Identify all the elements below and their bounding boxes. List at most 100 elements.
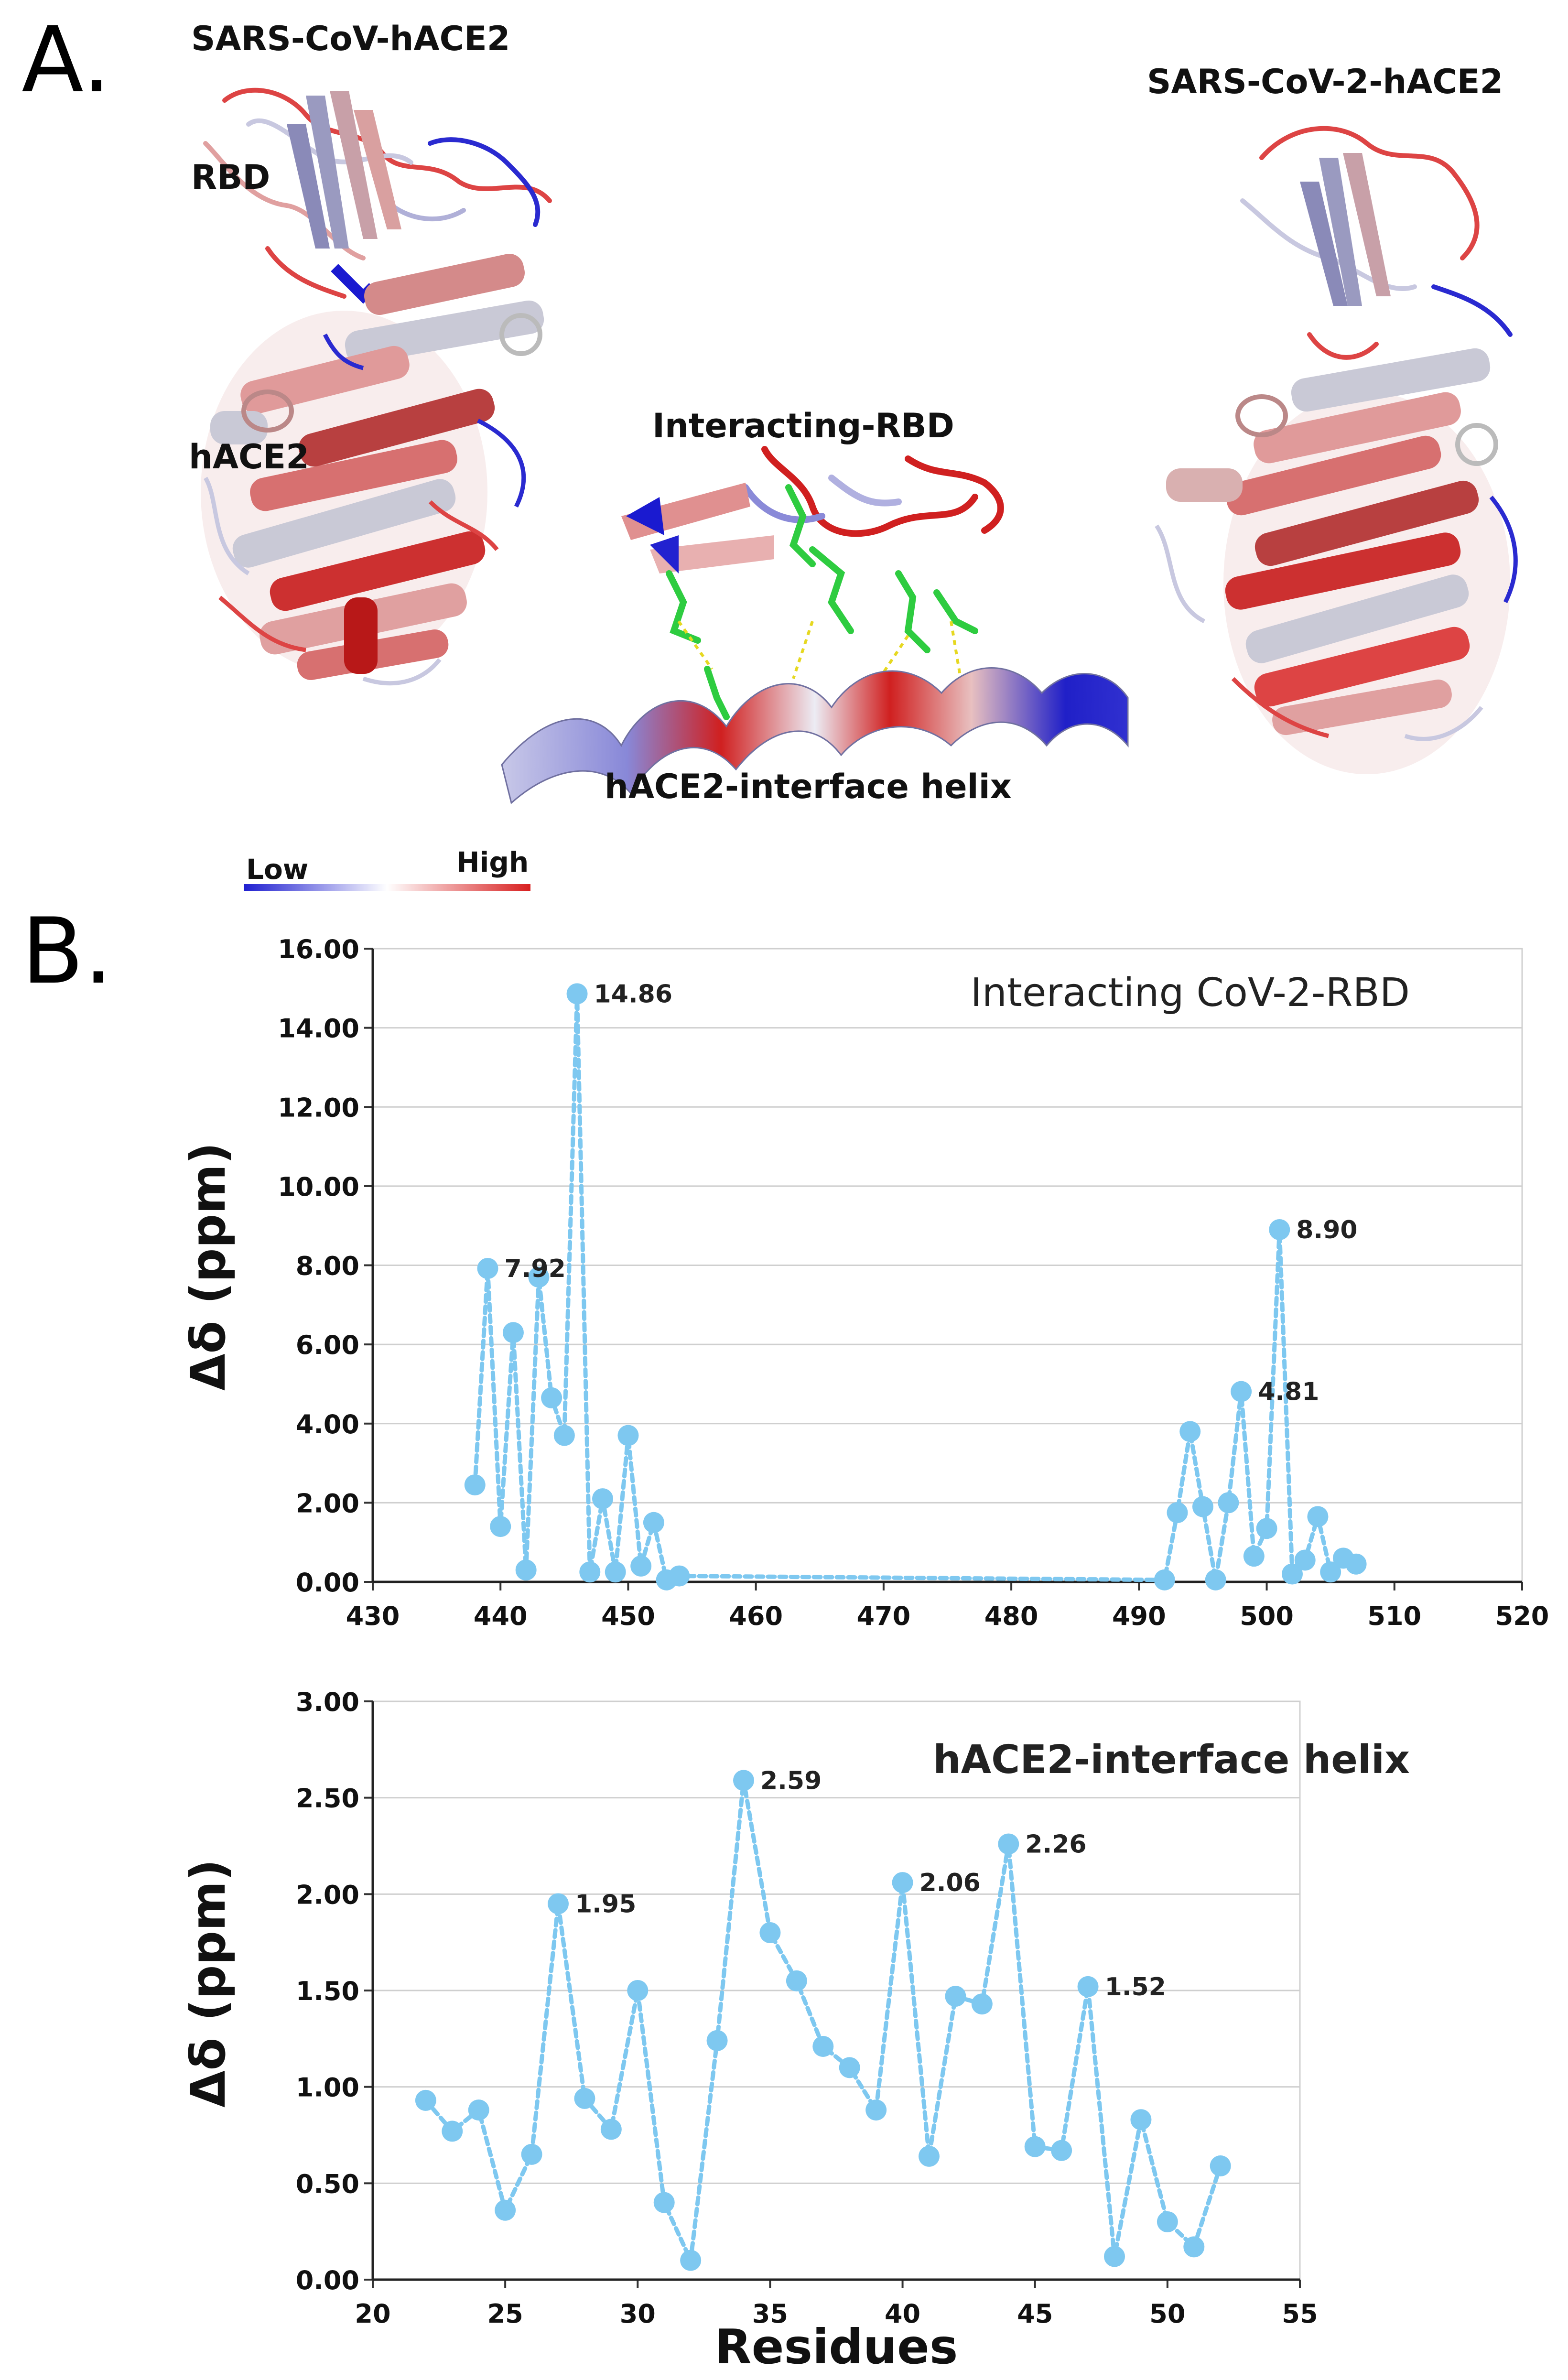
chart2-data-label: 1.52 [1105, 1973, 1166, 2001]
chart1-x-tick-label: 490 [1112, 1601, 1166, 1631]
chart1-x-tick-label: 440 [474, 1601, 528, 1631]
chart1-data-point [1192, 1496, 1213, 1517]
interface-helix-label: hACE2-interface helix [605, 767, 1012, 806]
chart1-x-tick-label: 500 [1240, 1601, 1294, 1631]
chart2-y-tick-label: 2.00 [296, 1880, 359, 1910]
chart1-data-point [1282, 1563, 1303, 1585]
chart2-data-point [971, 1993, 993, 2015]
chart1-data-point [515, 1559, 537, 1581]
interacting-rbd-label: Interacting-RBD [652, 406, 954, 445]
chart1-x-tick-label: 460 [729, 1601, 783, 1631]
chart2-data-point [1130, 2109, 1152, 2131]
chart1-data-point [566, 983, 588, 1005]
scale-high-label: High [456, 846, 529, 878]
right-complex-title: SARS-CoV-2-hACE2 [1147, 62, 1503, 101]
chart2-data-point [442, 2120, 463, 2142]
chart2-y-tick-label: 2.50 [296, 1784, 359, 1814]
chart2-data-point [839, 2057, 860, 2078]
panel-b-letter: B. [22, 898, 113, 1004]
chart2-data-point [548, 1893, 569, 1915]
chart1-data-point [1256, 1518, 1277, 1539]
chart1-data-point [1179, 1421, 1201, 1442]
chart1-data-label: 7.92 [505, 1255, 566, 1283]
chart2-x-tick-label: 30 [620, 2299, 656, 2329]
chart2-x-tick-label: 35 [752, 2299, 788, 2329]
chart1-data-point [669, 1565, 690, 1587]
chart2-x-tick-label: 25 [487, 2299, 523, 2329]
chart2-data-point [1051, 2140, 1072, 2161]
chart1-y-tick-label: 14.00 [278, 1014, 359, 1044]
chart2-data-label: 2.26 [1025, 1830, 1086, 1859]
chart1-chart-title: Interacting CoV-2-RBD [971, 970, 1410, 1016]
chart1-data-point [1345, 1553, 1367, 1575]
chart1-y-tick-label: 12.00 [278, 1093, 359, 1123]
color-scale-bar [244, 884, 530, 891]
interface-helix-ribbon [501, 667, 1129, 804]
chart1-y-tick-label: 6.00 [296, 1330, 359, 1360]
chart1-data-point [1294, 1549, 1316, 1571]
chart1-y-tick-label: 0.00 [296, 1568, 359, 1598]
chart2-data-label: 2.06 [919, 1869, 981, 1897]
chart2-data-point [733, 1770, 754, 1791]
rbd-label: RBD [191, 158, 270, 197]
chart2-data-point [680, 2250, 702, 2271]
chart2-data-label: 2.59 [760, 1766, 822, 1795]
chart2-data-point [600, 2119, 622, 2140]
chart2-data-point [627, 1980, 649, 2001]
chart2-data-point [1077, 1976, 1099, 1997]
chart2-data-point [1157, 2211, 1178, 2232]
chart2-data-label: 1.95 [575, 1890, 636, 1919]
chart2-y-tick-label: 1.50 [296, 1976, 359, 2006]
left-complex-structure [201, 87, 552, 686]
chart1-y-tick-label: 4.00 [296, 1409, 359, 1439]
chart1-data-point [592, 1488, 613, 1510]
chart1-data-point [528, 1266, 550, 1288]
chart1-y-tick-label: 10.00 [278, 1172, 359, 1202]
chart2-x-tick-label: 20 [355, 2299, 390, 2329]
chart2-data-point [865, 2099, 887, 2121]
chart1-data-point [1243, 1546, 1265, 1567]
protein-structures-figure [201, 87, 1518, 891]
chart1-data-point [630, 1555, 652, 1577]
chart2-data-point [945, 1986, 966, 2007]
chart1-y-tick-label: 16.00 [278, 934, 359, 964]
chart2-x-tick-label: 40 [885, 2299, 920, 2329]
chart2-data-point [1183, 2236, 1205, 2258]
chart1-data-label: 8.90 [1296, 1216, 1357, 1244]
chart1-data-point [490, 1516, 511, 1537]
chart2-data-point [521, 2143, 542, 2165]
chart2-data-point [495, 2199, 516, 2221]
chart1-data-point [1218, 1492, 1239, 1514]
chart1-data-point [541, 1387, 562, 1408]
chart2-data-point [919, 2145, 940, 2167]
chart1-data-point [643, 1512, 664, 1533]
chart1-x-tick-label: 470 [857, 1601, 911, 1631]
chart1-data-point [553, 1425, 575, 1446]
chart1-x-tick-label: 430 [346, 1601, 400, 1631]
chart1-y-tick-label: 2.00 [296, 1488, 359, 1518]
chart1-data-point [1205, 1569, 1226, 1590]
chart1-data-point [1307, 1506, 1329, 1527]
chart1-data-point [1167, 1502, 1188, 1524]
chart2-data-point [1210, 2155, 1231, 2177]
chart2-y-tick-label: 1.00 [296, 2073, 359, 2103]
chart2-data-point [812, 2035, 834, 2057]
chart1-data-label: 14.86 [594, 980, 672, 1008]
chart1-data-point [617, 1425, 639, 1446]
chart2-chart-title: hACE2-interface helix [933, 1737, 1410, 1783]
chart2-data-point [892, 1872, 913, 1893]
chart1-y-tick-label: 8.00 [296, 1251, 359, 1281]
chart2-data-point [1024, 2136, 1046, 2157]
chart1-data-point [1154, 1569, 1175, 1590]
chart2-data-point [706, 2030, 728, 2051]
chart1-data-label: 4.81 [1258, 1378, 1319, 1406]
chart2-data-point [574, 2088, 595, 2109]
chart1-data-point [1269, 1219, 1290, 1240]
chart2-data-point [415, 2089, 436, 2111]
chart1-data-point [502, 1322, 524, 1343]
chart1-x-tick-label: 450 [601, 1601, 655, 1631]
hace2-label: hACE2 [189, 437, 309, 476]
chart2-data-point [468, 2099, 489, 2121]
chart2-x-tick-label: 55 [1282, 2299, 1318, 2329]
chart1-x-tick-label: 510 [1367, 1601, 1421, 1631]
